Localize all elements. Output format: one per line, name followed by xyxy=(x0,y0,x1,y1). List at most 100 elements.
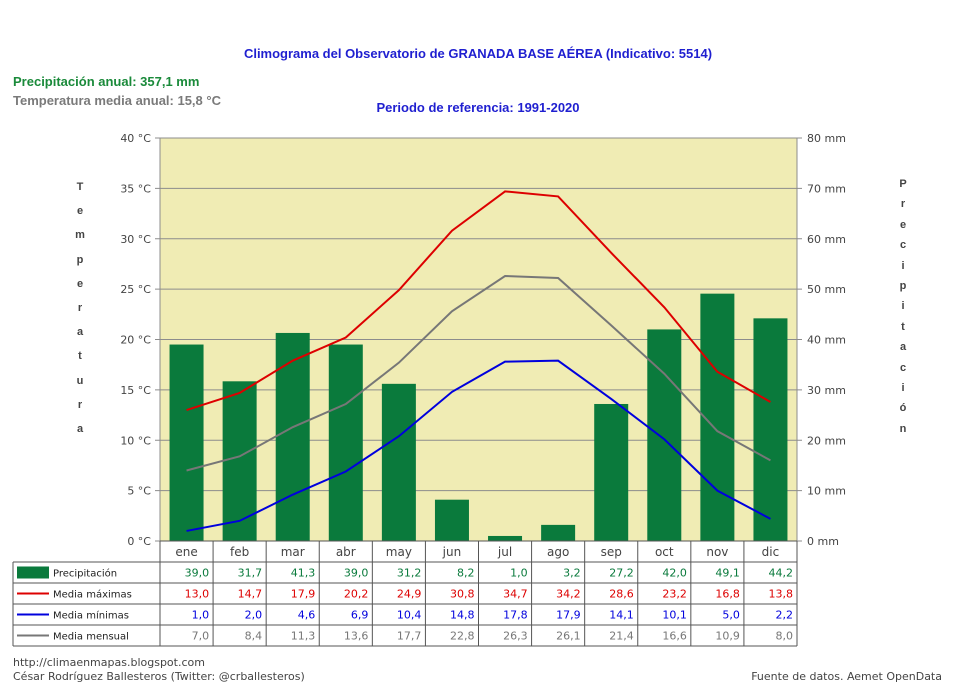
left-tick-label: 30 °C xyxy=(120,233,151,246)
month-label: ene xyxy=(175,545,197,559)
right-axis-title-letter: P xyxy=(899,178,907,190)
table-value-max-temp: 20,2 xyxy=(344,588,369,601)
table-value-min-temp: 17,8 xyxy=(503,609,528,622)
legend-label-max-temp: Media máximas xyxy=(53,589,132,601)
precipitation-bar xyxy=(222,381,257,541)
precipitation-bar xyxy=(434,499,469,541)
table-value-precipitation: 31,7 xyxy=(238,567,263,580)
annual-temperature: Temperatura media anual: 15,8 °C xyxy=(13,93,221,108)
left-tick-label: 25 °C xyxy=(120,283,151,296)
right-tick-label: 20 mm xyxy=(807,434,846,447)
right-axis-title-letter: c xyxy=(899,239,907,252)
table-value-min-temp: 14,8 xyxy=(450,609,475,622)
table-value-mean-temp: 17,7 xyxy=(397,630,422,643)
left-tick-label: 15 °C xyxy=(120,384,151,397)
table-value-mean-temp: 13,6 xyxy=(344,630,369,643)
right-tick-label: 70 mm xyxy=(807,182,846,195)
left-axis-title-letter: r xyxy=(77,398,83,411)
table-value-min-temp: 6,9 xyxy=(351,609,369,622)
month-label: jul xyxy=(497,545,512,559)
right-tick-label: 0 mm xyxy=(807,535,839,548)
precipitation-bar xyxy=(169,344,204,541)
table-value-max-temp: 28,6 xyxy=(609,588,634,601)
month-label: sep xyxy=(601,545,622,559)
table-value-mean-temp: 10,9 xyxy=(715,630,740,643)
table-value-precipitation: 3,2 xyxy=(563,567,581,580)
right-tick-label: 30 mm xyxy=(807,384,846,397)
table-value-max-temp: 34,2 xyxy=(556,588,581,601)
table-value-precipitation: 42,0 xyxy=(662,567,687,580)
table-value-precipitation: 49,1 xyxy=(715,567,740,580)
right-axis-title-letter: i xyxy=(901,300,905,313)
precipitation-bar xyxy=(700,293,735,541)
table-value-min-temp: 4,6 xyxy=(298,609,316,622)
precipitation-bar xyxy=(647,329,682,541)
precipitation-bar xyxy=(328,344,363,541)
right-axis-title-letter: r xyxy=(900,198,906,211)
right-axis-title-letter: t xyxy=(901,320,905,333)
month-label: nov xyxy=(706,545,728,559)
right-axis-title-letter: ó xyxy=(899,402,907,415)
right-axis-title-letter: n xyxy=(899,422,907,435)
table-value-max-temp: 13,8 xyxy=(769,588,794,601)
table-value-max-temp: 14,7 xyxy=(238,588,263,601)
left-tick-label: 20 °C xyxy=(120,334,151,347)
right-axis-title-letter: e xyxy=(899,218,907,231)
legend-swatch-precipitation xyxy=(17,566,49,579)
table-value-min-temp: 2,2 xyxy=(776,609,794,622)
table-value-min-temp: 14,1 xyxy=(609,609,634,622)
month-label: oct xyxy=(655,545,674,559)
left-axis-title-letter: a xyxy=(76,326,84,339)
table-value-max-temp: 34,7 xyxy=(503,588,528,601)
legend-label-min-temp: Media mínimas xyxy=(53,610,129,622)
table-value-min-temp: 5,0 xyxy=(722,609,740,622)
right-axis-title-letter: i xyxy=(901,259,905,272)
chart-title: Climograma del Observatorio de GRANADA B… xyxy=(243,46,713,61)
right-tick-label: 80 mm xyxy=(807,132,846,145)
min-temp-line xyxy=(186,359,771,532)
precipitation-bar xyxy=(381,383,416,541)
left-axis-title-letter: p xyxy=(76,253,84,266)
table-value-mean-temp: 26,3 xyxy=(503,630,528,643)
left-axis-title-letter: a xyxy=(76,423,84,435)
month-label: mar xyxy=(281,545,305,559)
table-value-max-temp: 13,0 xyxy=(185,588,210,601)
table-value-precipitation: 31,2 xyxy=(397,567,422,580)
left-axis-title-letter: r xyxy=(77,302,83,314)
left-tick-label: 35 °C xyxy=(120,182,151,195)
table-value-precipitation: 39,0 xyxy=(344,567,369,580)
table-value-min-temp: 1,0 xyxy=(192,609,210,622)
precipitation-bar xyxy=(488,535,523,541)
right-axis-title-letter: a xyxy=(899,341,907,354)
left-tick-label: 5 °C xyxy=(127,485,151,498)
annual-precipitation: Precipitación anual: 357,1 mm xyxy=(13,74,200,89)
table-value-max-temp: 23,2 xyxy=(662,588,687,601)
left-tick-label: 0 °C xyxy=(127,535,151,548)
month-label: may xyxy=(386,545,412,559)
table-value-precipitation: 39,0 xyxy=(185,567,210,580)
chart-subtitle: Periodo de referencia: 1991-2020 xyxy=(376,100,580,115)
mean-temp-line xyxy=(186,275,771,472)
month-label: ago xyxy=(547,545,569,559)
table-value-min-temp: 17,9 xyxy=(556,609,581,622)
table-value-precipitation: 41,3 xyxy=(291,567,316,580)
table-value-precipitation: 8,2 xyxy=(457,567,475,580)
right-tick-label: 40 mm xyxy=(807,334,846,347)
table-value-mean-temp: 26,1 xyxy=(556,630,581,643)
precipitation-bar xyxy=(275,332,310,541)
left-axis-title-letter: e xyxy=(76,205,84,218)
table-value-max-temp: 17,9 xyxy=(291,588,316,601)
month-label: jun xyxy=(442,545,462,559)
right-axis-title-letter: p xyxy=(899,280,907,292)
right-axis-title-letter: i xyxy=(901,382,905,394)
precipitation-bar xyxy=(594,403,629,541)
left-tick-label: 40 °C xyxy=(120,132,151,145)
month-label: dic xyxy=(762,545,780,559)
left-axis-title-letter: e xyxy=(76,277,84,290)
table-value-min-temp: 10,4 xyxy=(397,609,422,622)
left-axis-title-letter: T xyxy=(76,181,84,193)
left-tick-label: 10 °C xyxy=(120,434,151,447)
left-axis-title-letter: m xyxy=(75,229,85,242)
table-value-min-temp: 10,1 xyxy=(662,609,687,622)
